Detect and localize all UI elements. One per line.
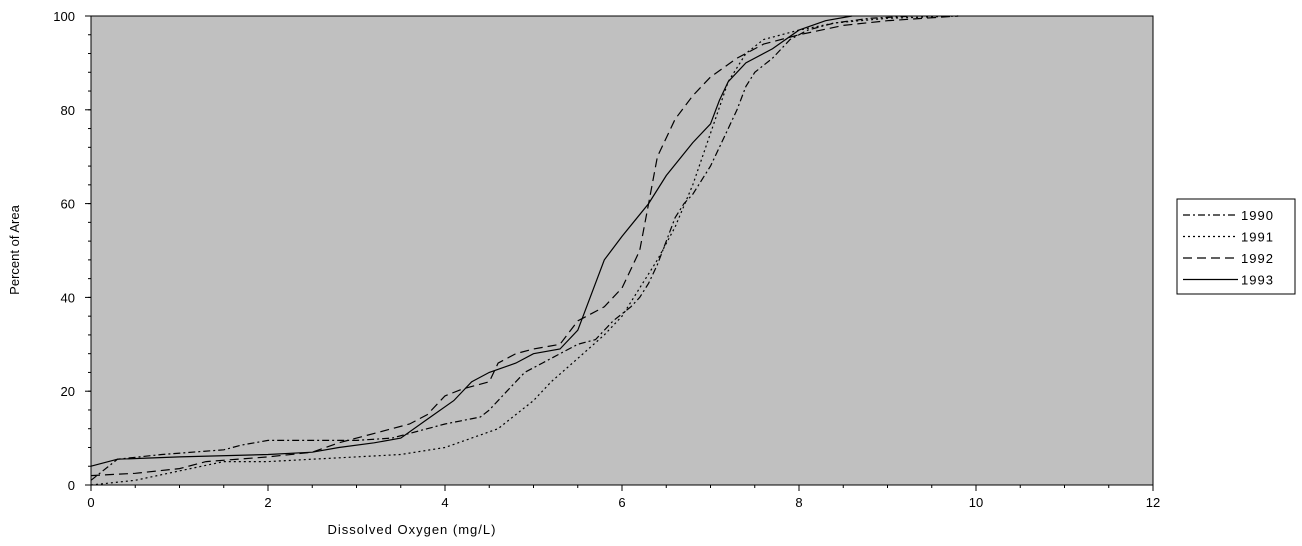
y-axis-title: Percent of Area [7,204,22,294]
y-tick-label: 80 [61,103,75,118]
legend-box [1176,198,1296,295]
legend-label-1991: 1991 [1241,230,1274,245]
series-layer [90,15,959,486]
legend-label-1993: 1993 [1241,273,1274,288]
x-axis-title: Dissolved Oxygen (mg/L) [328,522,497,537]
x-tick-label: 4 [441,495,448,510]
x-tick-label: 6 [618,495,625,510]
y-tick-label: 40 [61,290,75,305]
series-line-1991 [90,15,959,486]
plot-area [90,15,1154,486]
series-line-1992 [90,15,959,477]
axis-layer: 0 20 40 60 80 100 0 2 4 6 8 10 12 [53,9,1160,510]
x-tick-label: 2 [264,495,271,510]
x-tick-label: 0 [87,495,94,510]
y-tick-label: 100 [53,9,75,24]
series-line-1990 [90,15,915,481]
series-line-1993 [90,15,853,467]
y-tick-label: 60 [61,197,75,212]
x-tick-label: 8 [795,495,802,510]
legend-label-1990: 1990 [1241,208,1274,223]
y-tick-label: 0 [68,478,75,493]
y-tick-label: 20 [61,384,75,399]
legend-label-1992: 1992 [1241,251,1274,266]
x-tick-label: 12 [1146,495,1160,510]
legend: 1990 1991 1992 1993 [1176,198,1296,295]
x-tick-label: 10 [969,495,983,510]
